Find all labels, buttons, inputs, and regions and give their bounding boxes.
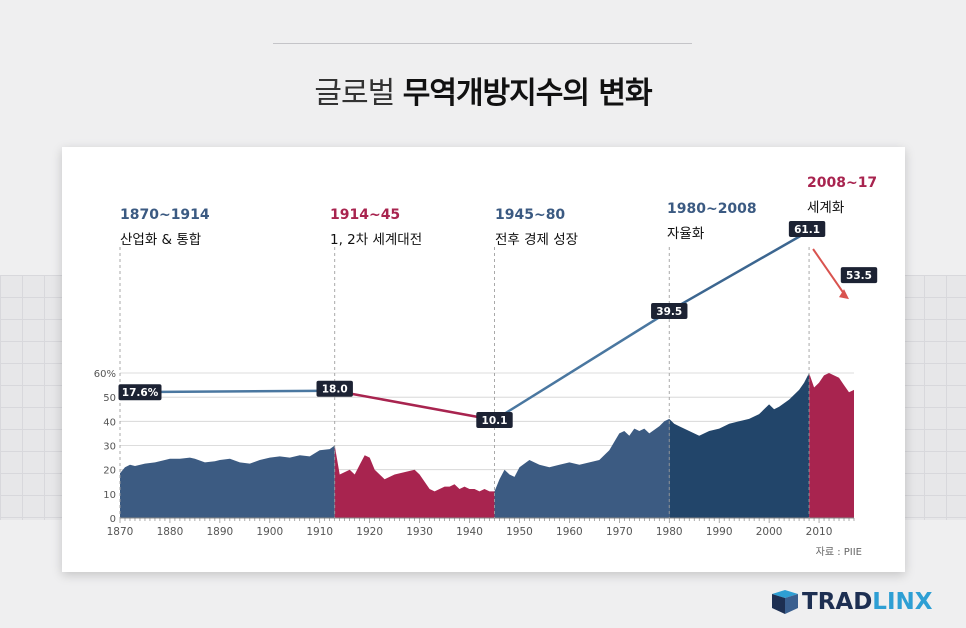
period-range: 1870~1914 <box>120 207 210 223</box>
trade-openness-chart: 0 10 20 30 40 50 60% 1870 1880 1890 1900 1910 1920 19… <box>94 175 878 558</box>
x-tick-label: 1910 <box>306 526 333 538</box>
y-tick-label: 50 <box>103 393 116 404</box>
y-tick-label: 10 <box>103 490 116 501</box>
logo-icon <box>772 590 798 614</box>
period-description: 자율화 <box>667 226 704 242</box>
x-tick-label: 1960 <box>556 526 583 538</box>
decline-arrow-head <box>839 289 849 300</box>
period-range: 1980~2008 <box>667 201 757 217</box>
value-label-text: 39.5 <box>656 306 682 318</box>
x-tick-label: 1880 <box>157 526 184 538</box>
value-label: 17.6% <box>118 384 162 401</box>
logo-text-linx: LINX <box>872 589 933 615</box>
period-description: 세계화 <box>807 200 844 216</box>
y-tick-label: 0 <box>110 514 116 525</box>
source-note: 자료 : PIIE <box>816 546 862 558</box>
period-description: 전후 경제 성장 <box>495 232 578 248</box>
area-segment-1980-2008 <box>669 373 810 518</box>
decline-arrow-line <box>812 248 846 296</box>
x-tick-label: 1930 <box>406 526 433 538</box>
period-description: 산업화 & 통합 <box>120 232 201 248</box>
x-tick-label: 1890 <box>206 526 233 538</box>
value-label-box <box>476 412 513 428</box>
value-label-box <box>118 384 162 401</box>
x-tick-label: 1940 <box>456 526 483 538</box>
value-label-text: 18.0 <box>322 384 348 396</box>
index-line-segment <box>668 229 811 313</box>
x-tick-label: 1980 <box>656 526 683 538</box>
title-bold: 무역개방지수의 변화 <box>402 76 653 111</box>
y-tick-label: 40 <box>103 417 116 428</box>
value-label: 39.5 <box>651 303 688 320</box>
value-label: 53.5 <box>840 267 878 284</box>
area-segment-1913-1945 <box>334 445 495 518</box>
value-label-box <box>651 303 688 320</box>
value-label-text: 10.1 <box>482 415 508 427</box>
x-tick-label: 1970 <box>606 526 633 538</box>
value-label: 10.1 <box>476 412 513 428</box>
y-tick-label: 20 <box>103 466 116 477</box>
value-label: 61.1 <box>788 221 826 237</box>
area-segment-2008-2017 <box>809 373 854 518</box>
index-line-segment <box>333 389 496 422</box>
period-range: 2008~17 <box>807 175 877 191</box>
value-label: 18.0 <box>316 380 353 397</box>
x-tick-label: 2000 <box>756 526 783 538</box>
period-description: 1, 2차 세계대전 <box>330 232 422 248</box>
index-line-segment <box>493 309 671 422</box>
value-label-box <box>788 221 826 237</box>
value-label-text: 53.5 <box>846 270 872 282</box>
x-tick-label: 1900 <box>256 526 283 538</box>
area-segment-1945-1980 <box>494 418 670 518</box>
value-label-text: 17.6% <box>122 387 159 399</box>
period-range: 1914~45 <box>330 207 400 223</box>
logo-text-trad: TRAD <box>802 589 873 615</box>
x-tick-label: 1950 <box>506 526 533 538</box>
value-label-box <box>840 267 878 284</box>
chart-card: 0 10 20 30 40 50 60% 1870 1880 1890 1900 1910 1920 19… <box>62 147 905 572</box>
tradlinx-logo: TRAD LINX <box>772 588 933 616</box>
title-divider <box>273 43 692 44</box>
value-label-box <box>316 380 353 397</box>
area-segment-1870-1913 <box>120 445 335 518</box>
y-tick-label: 30 <box>103 442 116 453</box>
y-tick-label: 60% <box>94 369 116 380</box>
x-tick-label: 1990 <box>706 526 733 538</box>
x-tick-label: 2010 <box>806 526 833 538</box>
x-tick-label: 1920 <box>356 526 383 538</box>
period-range: 1945~80 <box>495 207 565 223</box>
x-tick-label: 1870 <box>107 526 134 538</box>
page-title: 글로벌 무역개방지수의 변화 <box>0 68 966 112</box>
value-label-text: 61.1 <box>794 224 820 236</box>
title-light: 글로벌 <box>314 76 395 111</box>
